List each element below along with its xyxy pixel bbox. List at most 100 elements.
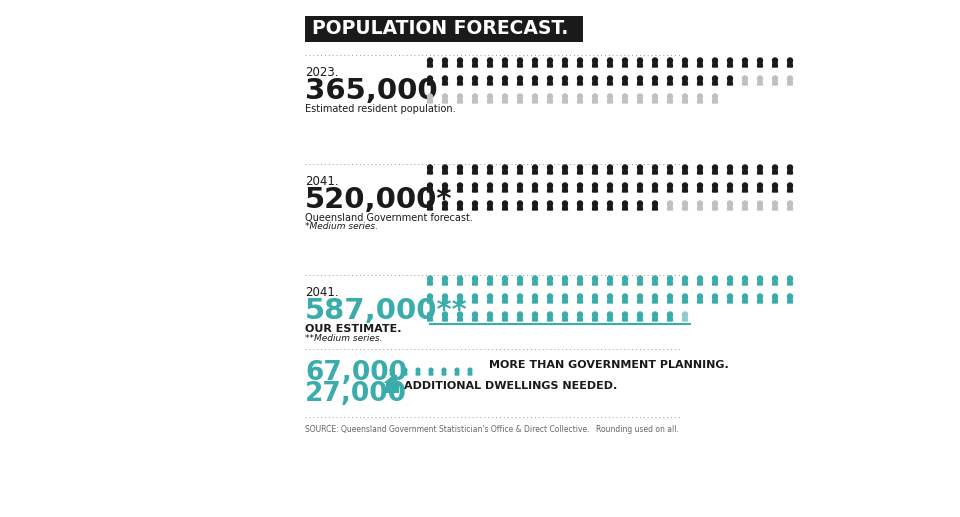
Circle shape <box>488 94 492 99</box>
Circle shape <box>427 294 432 299</box>
Polygon shape <box>698 278 703 285</box>
Circle shape <box>787 58 792 63</box>
Polygon shape <box>488 59 492 67</box>
Polygon shape <box>728 166 732 174</box>
Circle shape <box>517 58 522 63</box>
Polygon shape <box>458 314 463 321</box>
Polygon shape <box>698 96 703 103</box>
Circle shape <box>458 201 463 206</box>
Circle shape <box>533 276 538 281</box>
Circle shape <box>427 76 432 81</box>
Polygon shape <box>547 96 552 103</box>
Circle shape <box>547 183 552 188</box>
Circle shape <box>592 276 597 281</box>
Polygon shape <box>667 203 672 210</box>
Polygon shape <box>742 59 748 67</box>
Polygon shape <box>653 278 658 285</box>
Polygon shape <box>757 296 762 303</box>
Circle shape <box>637 276 642 281</box>
Circle shape <box>622 165 628 170</box>
Polygon shape <box>757 78 762 85</box>
Circle shape <box>472 276 477 281</box>
Polygon shape <box>427 314 432 321</box>
Polygon shape <box>458 203 463 210</box>
Polygon shape <box>578 203 583 210</box>
Polygon shape <box>637 203 642 210</box>
Circle shape <box>472 312 477 317</box>
Polygon shape <box>712 278 717 285</box>
Polygon shape <box>667 78 672 85</box>
Polygon shape <box>390 370 394 375</box>
Polygon shape <box>427 185 432 192</box>
Polygon shape <box>563 185 567 192</box>
Text: Estimated resident population.: Estimated resident population. <box>305 104 456 114</box>
Circle shape <box>563 294 567 299</box>
Circle shape <box>427 165 432 170</box>
Circle shape <box>622 276 628 281</box>
Circle shape <box>488 201 492 206</box>
Circle shape <box>533 165 538 170</box>
Circle shape <box>517 76 522 81</box>
Circle shape <box>622 294 628 299</box>
Circle shape <box>712 201 717 206</box>
Circle shape <box>773 201 778 206</box>
Circle shape <box>683 294 687 299</box>
Polygon shape <box>622 185 628 192</box>
Polygon shape <box>488 203 492 210</box>
Polygon shape <box>622 314 628 321</box>
Polygon shape <box>427 78 432 85</box>
Polygon shape <box>608 278 612 285</box>
Polygon shape <box>472 78 477 85</box>
Polygon shape <box>533 314 538 321</box>
Circle shape <box>547 58 552 63</box>
Circle shape <box>698 58 703 63</box>
Circle shape <box>488 276 492 281</box>
Circle shape <box>533 183 538 188</box>
Circle shape <box>472 165 477 170</box>
Text: POPULATION FORECAST.: POPULATION FORECAST. <box>312 20 568 38</box>
Circle shape <box>653 276 658 281</box>
Polygon shape <box>698 203 703 210</box>
Circle shape <box>488 76 492 81</box>
Polygon shape <box>712 78 717 85</box>
Text: SOURCE: Queensland Government Statistician's Office & Direct Collective.: SOURCE: Queensland Government Statistici… <box>305 425 589 434</box>
Circle shape <box>637 201 642 206</box>
Polygon shape <box>443 185 447 192</box>
Polygon shape <box>458 296 463 303</box>
Circle shape <box>712 58 717 63</box>
Circle shape <box>429 368 433 372</box>
Circle shape <box>533 76 538 81</box>
Polygon shape <box>592 203 597 210</box>
Polygon shape <box>443 278 447 285</box>
Polygon shape <box>637 59 642 67</box>
Polygon shape <box>517 59 522 67</box>
Polygon shape <box>683 59 687 67</box>
Circle shape <box>427 201 432 206</box>
Circle shape <box>608 165 612 170</box>
Polygon shape <box>683 185 687 192</box>
Polygon shape <box>622 278 628 285</box>
Polygon shape <box>622 203 628 210</box>
Polygon shape <box>728 185 732 192</box>
Circle shape <box>502 165 508 170</box>
Polygon shape <box>578 78 583 85</box>
Circle shape <box>458 183 463 188</box>
Circle shape <box>757 276 762 281</box>
Circle shape <box>488 294 492 299</box>
Circle shape <box>622 183 628 188</box>
Circle shape <box>653 312 658 317</box>
Polygon shape <box>773 59 778 67</box>
Polygon shape <box>517 185 522 192</box>
Polygon shape <box>592 296 597 303</box>
Circle shape <box>698 94 703 99</box>
Circle shape <box>563 165 567 170</box>
Polygon shape <box>592 59 597 67</box>
Circle shape <box>458 94 463 99</box>
Circle shape <box>757 76 762 81</box>
Circle shape <box>533 94 538 99</box>
Polygon shape <box>712 166 717 174</box>
Polygon shape <box>533 203 538 210</box>
Polygon shape <box>563 166 567 174</box>
Circle shape <box>698 276 703 281</box>
Circle shape <box>488 58 492 63</box>
